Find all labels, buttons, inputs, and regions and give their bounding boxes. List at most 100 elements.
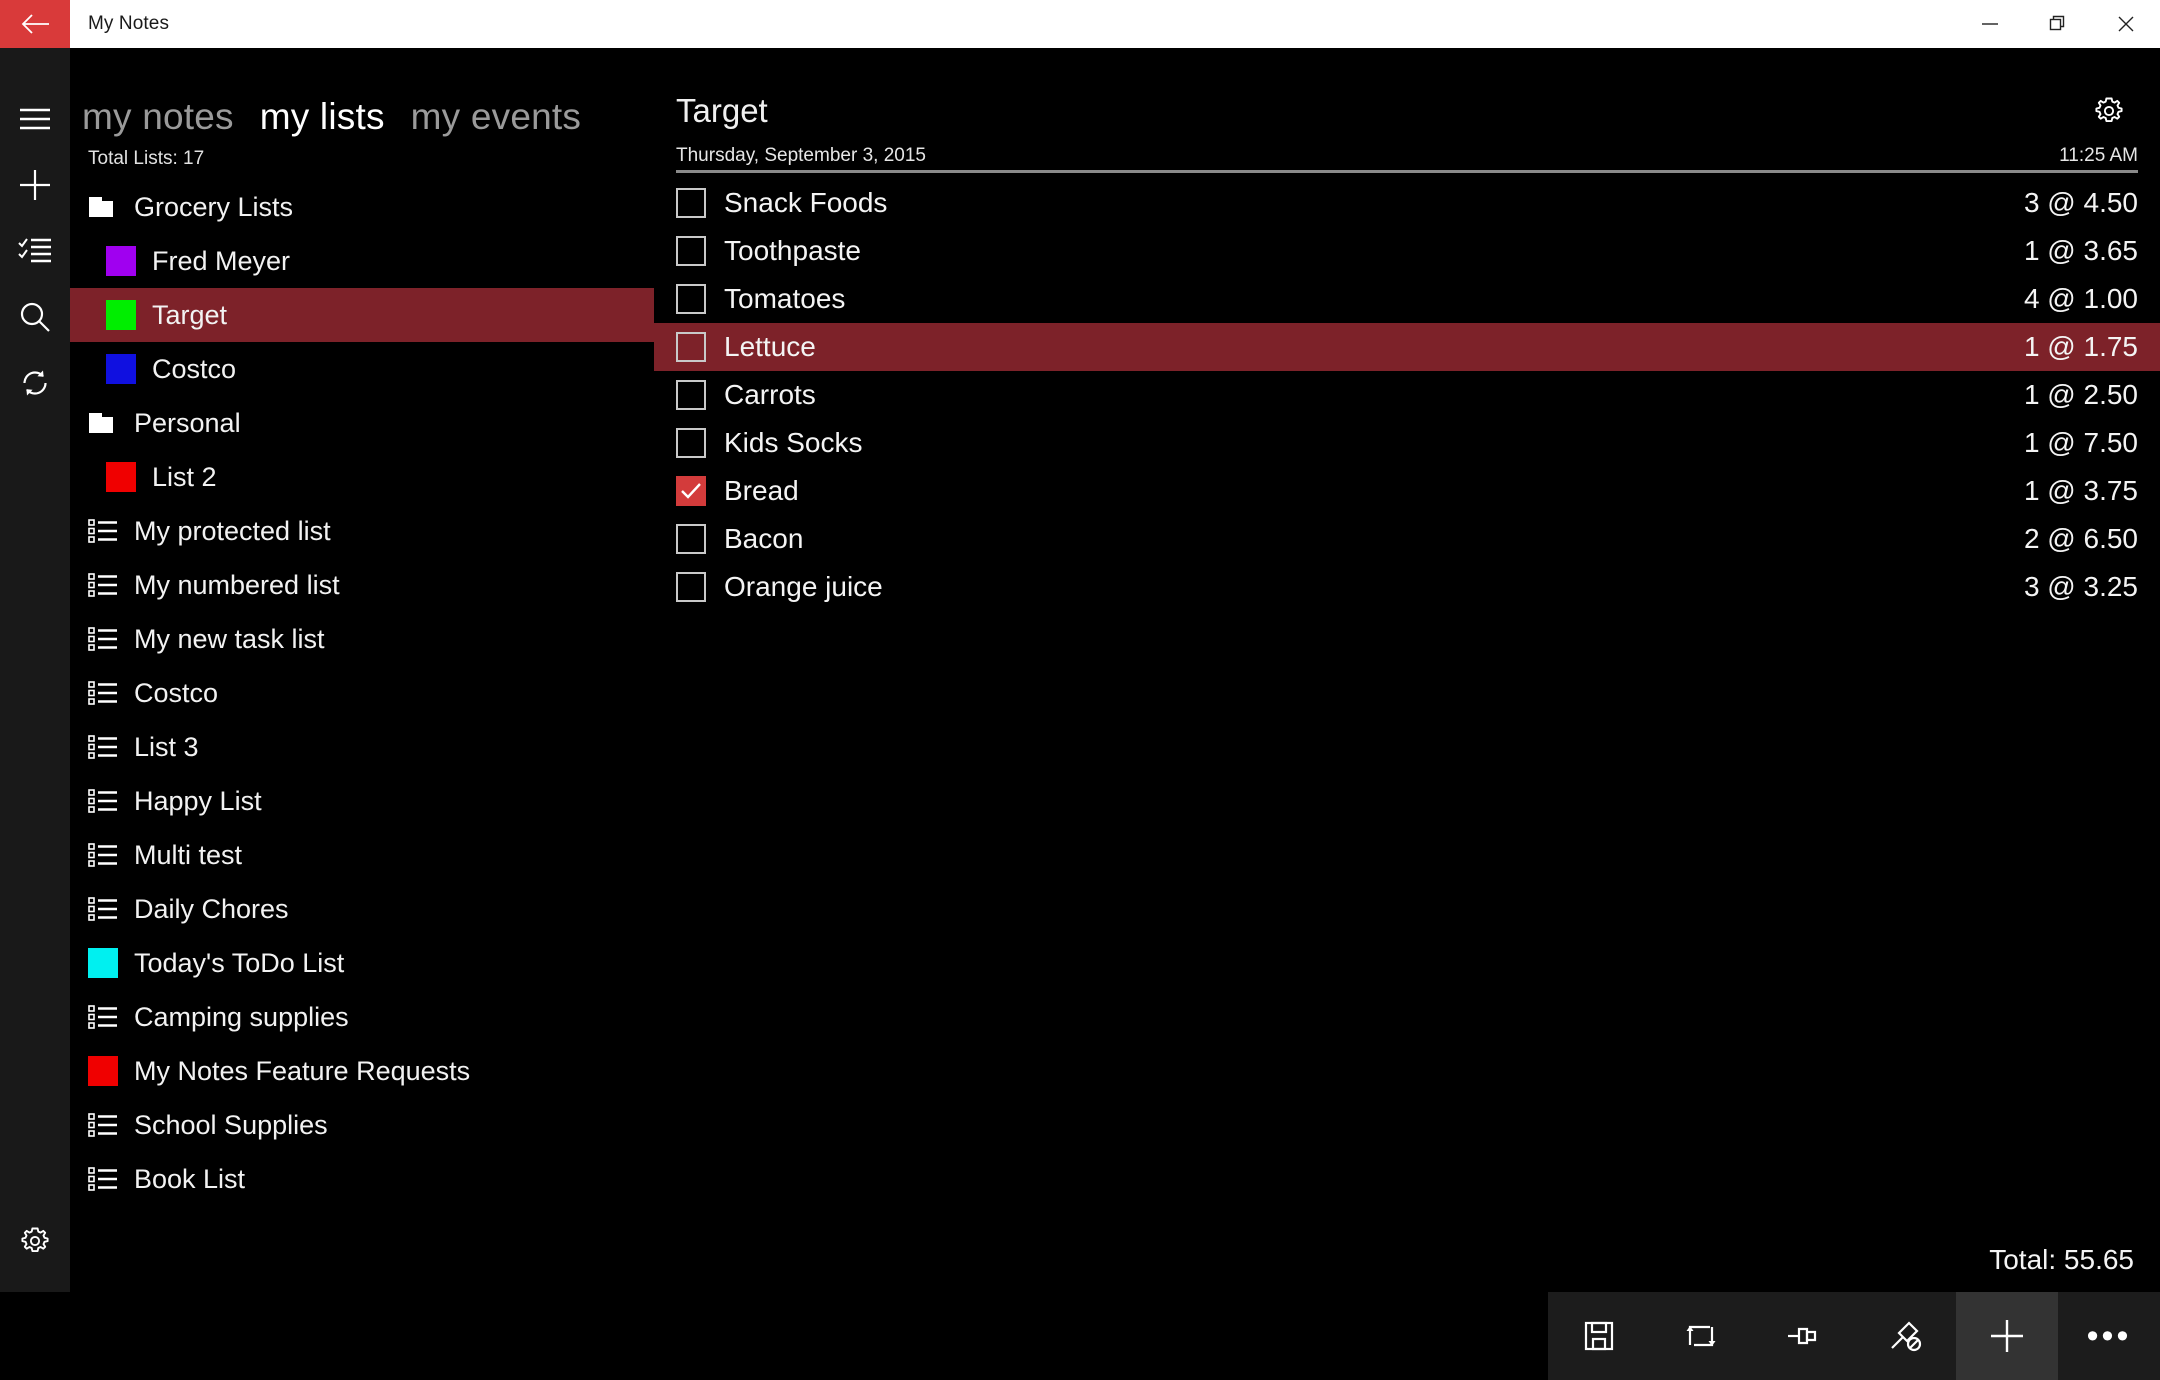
date-bar: Thursday, September 3, 2015 11:25 AM bbox=[676, 145, 2138, 173]
list-item-quantity-price: 3 @ 3.25 bbox=[2023, 571, 2138, 602]
body: my notes my lists my events Total Lists:… bbox=[0, 48, 2160, 1292]
list-item-quantity-price: 1 @ 2.50 bbox=[2023, 379, 2138, 410]
list-item-row[interactable]: Carrots 1 @ 2.50 bbox=[654, 371, 2160, 419]
gear-icon[interactable] bbox=[2092, 92, 2126, 133]
sidebar-list-item-label: Costco bbox=[134, 677, 219, 708]
list-item-name: Bacon bbox=[724, 523, 804, 554]
list-item-quantity-price: 1 @ 1.75 bbox=[2023, 331, 2138, 362]
list-color-swatch bbox=[106, 462, 136, 492]
sidebar-list-item[interactable]: List 3 bbox=[70, 720, 654, 774]
checkbox-checked-icon[interactable] bbox=[676, 476, 706, 506]
unpin-icon[interactable] bbox=[1854, 1292, 1956, 1380]
repeat-icon[interactable] bbox=[1650, 1292, 1752, 1380]
list-item-quantity-price: 1 @ 7.50 bbox=[2023, 427, 2138, 458]
folder-icon bbox=[88, 195, 118, 219]
checkbox-icon[interactable] bbox=[676, 380, 706, 410]
close-icon[interactable] bbox=[2092, 0, 2160, 48]
search-icon[interactable] bbox=[0, 284, 70, 350]
list-item-row[interactable]: Lettuce 1 @ 1.75 bbox=[654, 323, 2160, 371]
list-item-quantity-price: 4 @ 1.00 bbox=[2023, 283, 2138, 314]
list-color-swatch bbox=[106, 300, 136, 330]
list-date: Thursday, September 3, 2015 bbox=[676, 145, 926, 166]
tab-my-events[interactable]: my events bbox=[410, 96, 582, 137]
list-item-row[interactable]: Tomatoes 4 @ 1.00 bbox=[654, 275, 2160, 323]
list-item-row[interactable]: Bacon 2 @ 6.50 bbox=[654, 515, 2160, 563]
sidebar-list-item[interactable]: My numbered list bbox=[70, 558, 654, 612]
bullet-list-icon bbox=[88, 572, 118, 598]
checkbox-icon[interactable] bbox=[676, 332, 706, 362]
bullet-list-icon bbox=[88, 896, 118, 922]
bullet-list-icon bbox=[88, 788, 118, 814]
back-button[interactable] bbox=[0, 0, 70, 48]
hamburger-menu-icon[interactable] bbox=[0, 86, 70, 152]
folder-icon bbox=[88, 411, 118, 435]
tab-bar: my notes my lists my events bbox=[70, 48, 654, 138]
sidebar-list-item[interactable]: Multi test bbox=[70, 828, 654, 882]
list-item-name: Bread bbox=[724, 475, 799, 506]
sync-icon[interactable] bbox=[0, 350, 70, 416]
sidebar-list-item-label: List 2 bbox=[152, 461, 217, 492]
bullet-list-icon bbox=[88, 1166, 118, 1192]
bullet-list-icon bbox=[88, 734, 118, 760]
checklist-icon[interactable] bbox=[0, 218, 70, 284]
sidebar-list-item[interactable]: List 2 bbox=[70, 450, 654, 504]
list-item-row[interactable]: Kids Socks 1 @ 7.50 bbox=[654, 419, 2160, 467]
checkbox-icon[interactable] bbox=[676, 572, 706, 602]
minimize-icon[interactable] bbox=[1956, 0, 2024, 48]
total-lists-label: Total Lists: 17 bbox=[88, 148, 205, 169]
checkbox-icon[interactable] bbox=[676, 524, 706, 554]
gear-icon[interactable] bbox=[0, 1208, 70, 1274]
pin-icon[interactable] bbox=[1752, 1292, 1854, 1380]
icon-rail bbox=[0, 48, 70, 1292]
sidebar-list-item[interactable]: Happy List bbox=[70, 774, 654, 828]
list-item-quantity-price: 3 @ 4.50 bbox=[2023, 187, 2138, 218]
sidebar-list-item[interactable]: My new task list bbox=[70, 612, 654, 666]
items-list[interactable]: Snack Foods 3 @ 4.50 Toothpaste 1 @ 3.65 Tom… bbox=[654, 179, 2160, 611]
ellipsis-glyph: ••• bbox=[2086, 1316, 2132, 1355]
sidebar-list-item[interactable]: Today's ToDo List bbox=[70, 936, 654, 990]
list-item-name: Snack Foods bbox=[724, 187, 888, 218]
list-item-row[interactable]: Toothpaste 1 @ 3.65 bbox=[654, 227, 2160, 275]
sidebar-list-item[interactable]: Fred Meyer bbox=[70, 234, 654, 288]
window-title: My Notes bbox=[88, 13, 170, 34]
sidebar-list[interactable]: Grocery Lists Fred Meyer Target Costco Perso… bbox=[70, 176, 654, 1292]
sidebar-list-item-label: Camping supplies bbox=[134, 1001, 349, 1032]
list-color-swatch bbox=[106, 246, 136, 276]
sidebar-list-item[interactable]: Grocery Lists bbox=[70, 180, 654, 234]
sidebar-list-item-label: Daily Chores bbox=[134, 893, 289, 924]
plus-icon[interactable] bbox=[0, 152, 70, 218]
list-item-name: Kids Socks bbox=[724, 427, 863, 458]
sidebar-list-item[interactable]: Daily Chores bbox=[70, 882, 654, 936]
sidebar-list-item-label: Multi test bbox=[134, 839, 243, 870]
save-icon[interactable] bbox=[1548, 1292, 1650, 1380]
sidebar-list-item[interactable]: Costco bbox=[70, 342, 654, 396]
add-item-button[interactable] bbox=[1956, 1292, 2058, 1380]
sidebar-list-item[interactable]: School Supplies bbox=[70, 1098, 654, 1152]
sidebar-list-item[interactable]: Book List bbox=[70, 1152, 654, 1206]
main-header: Target bbox=[654, 48, 2160, 133]
sidebar-list-item[interactable]: My Notes Feature Requests bbox=[70, 1044, 654, 1098]
tab-my-lists[interactable]: my lists bbox=[259, 96, 385, 137]
sidebar-list-item[interactable]: My protected list bbox=[70, 504, 654, 558]
sidebar-list-item[interactable]: Costco bbox=[70, 666, 654, 720]
sidebar-list-item[interactable]: Camping supplies bbox=[70, 990, 654, 1044]
sidebar-list-item[interactable]: Target bbox=[70, 288, 654, 342]
sidebar-list-item-label: List 3 bbox=[134, 731, 199, 762]
restore-icon[interactable] bbox=[2024, 0, 2092, 48]
list-item-row[interactable]: Bread 1 @ 3.75 bbox=[654, 467, 2160, 515]
list-item-quantity-price: 2 @ 6.50 bbox=[2023, 523, 2138, 554]
tab-my-notes[interactable]: my notes bbox=[82, 96, 234, 137]
checkbox-icon[interactable] bbox=[676, 428, 706, 458]
list-item-row[interactable]: Orange juice 3 @ 3.25 bbox=[654, 563, 2160, 611]
sidebar-list-item[interactable]: Personal bbox=[70, 396, 654, 450]
command-bar: ••• bbox=[0, 1292, 2160, 1380]
list-item-row[interactable]: Snack Foods 3 @ 4.50 bbox=[654, 179, 2160, 227]
main-content: Target Thursday, September 3, 2015 11:25… bbox=[654, 48, 2160, 1292]
list-item-name: Carrots bbox=[724, 379, 816, 410]
list-item-name: Tomatoes bbox=[724, 283, 846, 314]
sidebar-list-item-label: Happy List bbox=[134, 785, 262, 816]
checkbox-icon[interactable] bbox=[676, 188, 706, 218]
ellipsis-icon[interactable]: ••• bbox=[2058, 1292, 2160, 1380]
checkbox-icon[interactable] bbox=[676, 236, 706, 266]
checkbox-icon[interactable] bbox=[676, 284, 706, 314]
